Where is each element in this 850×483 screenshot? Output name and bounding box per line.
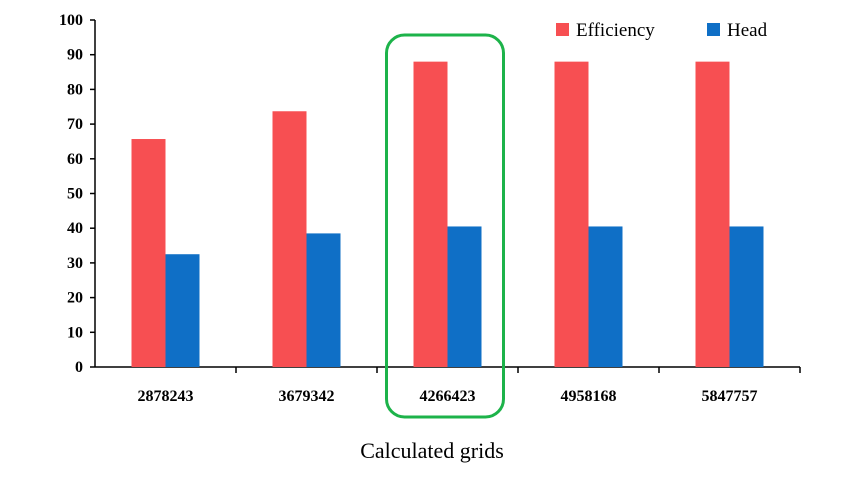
legend-swatch-head	[707, 23, 720, 36]
chart-bars	[131, 61, 764, 367]
y-tick-label: 80	[67, 81, 83, 98]
y-tick-label: 50	[67, 186, 83, 203]
bar-efficiency-5847757	[695, 61, 730, 367]
chart-axes: 0 10 20 30 40 50 60 70 80 90 100	[59, 12, 801, 376]
bar-head-5847757	[729, 226, 764, 367]
bar-head-2878243	[165, 254, 200, 367]
x-tick-label: 3679342	[279, 388, 335, 405]
y-tick-label: 100	[59, 12, 83, 29]
legend-swatch-efficiency	[556, 23, 569, 36]
bar-head-4266423	[447, 226, 482, 367]
bar-head-3679342	[306, 233, 341, 367]
bar-efficiency-4266423	[413, 61, 448, 367]
y-tick-label: 20	[67, 290, 83, 307]
y-tick-label: 90	[67, 47, 83, 64]
x-axis-label: Calculated grids	[360, 438, 504, 463]
x-tick-label: 4958168	[561, 388, 617, 405]
legend-label-efficiency: Efficiency	[576, 20, 655, 41]
y-tick-label: 10	[67, 324, 83, 341]
highlight-rectangle	[385, 33, 505, 419]
legend-label-head: Head	[727, 20, 768, 41]
x-tick-label: 2878243	[138, 388, 194, 405]
y-tick-label: 70	[67, 116, 83, 133]
bar-efficiency-3679342	[272, 111, 307, 367]
y-tick-label: 40	[67, 220, 83, 237]
x-tick-labels: 2878243 3679342 4266423 4958168 5847757	[138, 388, 758, 405]
bar-efficiency-4958168	[554, 61, 589, 367]
highlight-box	[385, 33, 505, 419]
x-tick-label: 4266423	[420, 388, 476, 405]
y-tick-label: 30	[67, 255, 83, 272]
y-tick-label: 60	[67, 151, 83, 168]
legend: Efficiency Head	[556, 20, 768, 41]
bar-efficiency-2878243	[131, 139, 166, 367]
y-tick-label: 0	[75, 359, 83, 376]
bar-head-4958168	[588, 226, 623, 367]
x-tick-label: 5847757	[702, 388, 758, 405]
